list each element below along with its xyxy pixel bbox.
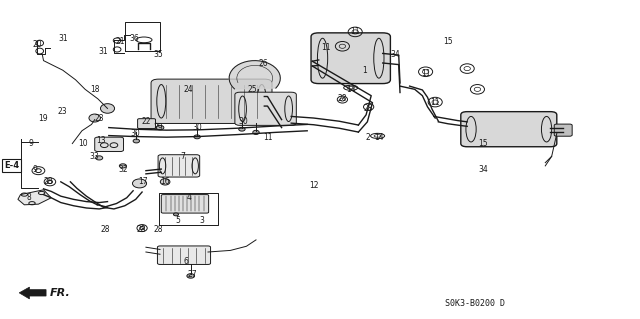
Text: 18: 18 xyxy=(90,85,99,94)
Text: 19: 19 xyxy=(38,114,48,122)
Ellipse shape xyxy=(160,179,170,185)
Text: 12: 12 xyxy=(309,181,318,189)
Text: 11: 11 xyxy=(263,133,272,142)
Text: 34: 34 xyxy=(478,165,488,174)
FancyBboxPatch shape xyxy=(157,246,211,264)
Text: 30: 30 xyxy=(192,123,202,132)
Text: 6: 6 xyxy=(183,257,188,266)
Text: 3: 3 xyxy=(199,216,204,225)
Text: E-4: E-4 xyxy=(4,161,19,170)
Text: 34: 34 xyxy=(390,50,400,59)
FancyBboxPatch shape xyxy=(158,155,200,177)
Text: 9: 9 xyxy=(33,165,38,174)
Text: 22: 22 xyxy=(141,117,150,126)
FancyBboxPatch shape xyxy=(95,137,124,152)
Text: 10: 10 xyxy=(78,139,88,148)
Text: FR.: FR. xyxy=(50,288,70,298)
Text: 24: 24 xyxy=(184,85,194,94)
Ellipse shape xyxy=(132,179,147,188)
FancyBboxPatch shape xyxy=(138,119,156,129)
FancyBboxPatch shape xyxy=(151,79,272,123)
Text: 30: 30 xyxy=(131,130,141,138)
Text: 23: 23 xyxy=(94,114,104,122)
Text: 28: 28 xyxy=(44,177,52,186)
Ellipse shape xyxy=(194,135,200,139)
Text: 15: 15 xyxy=(443,37,453,46)
Polygon shape xyxy=(19,287,46,299)
Text: 33: 33 xyxy=(90,152,100,161)
Ellipse shape xyxy=(253,130,259,135)
Ellipse shape xyxy=(100,104,115,113)
Ellipse shape xyxy=(133,139,140,143)
Text: 17: 17 xyxy=(138,177,148,186)
Text: 28: 28 xyxy=(338,94,347,103)
Text: 36: 36 xyxy=(129,34,140,43)
Text: S0K3-B0200 D: S0K3-B0200 D xyxy=(445,299,505,308)
Ellipse shape xyxy=(119,164,127,168)
FancyBboxPatch shape xyxy=(554,124,572,136)
Text: 25: 25 xyxy=(248,85,258,94)
Ellipse shape xyxy=(561,127,566,133)
Text: 28: 28 xyxy=(364,104,372,113)
Text: 16: 16 xyxy=(160,177,170,186)
Text: 29: 29 xyxy=(154,123,164,132)
Ellipse shape xyxy=(173,213,179,216)
FancyBboxPatch shape xyxy=(235,92,296,125)
Text: 7: 7 xyxy=(180,152,185,161)
Text: 35: 35 xyxy=(154,50,164,59)
FancyBboxPatch shape xyxy=(161,195,209,213)
Text: 14: 14 xyxy=(374,133,384,142)
Text: 11: 11 xyxy=(431,98,440,107)
Ellipse shape xyxy=(89,114,100,122)
Text: 2: 2 xyxy=(365,133,371,142)
Text: 4: 4 xyxy=(186,193,191,202)
Text: 32: 32 xyxy=(118,165,128,174)
Polygon shape xyxy=(229,61,280,89)
Text: 8: 8 xyxy=(26,193,31,202)
Text: 5: 5 xyxy=(175,216,180,225)
Text: 21: 21 xyxy=(116,37,125,46)
Text: 31: 31 xyxy=(99,47,109,56)
Text: 28: 28 xyxy=(101,225,110,234)
Polygon shape xyxy=(18,190,51,205)
Text: 11: 11 xyxy=(421,69,430,78)
Text: 23: 23 xyxy=(58,107,68,116)
Text: 27: 27 xyxy=(187,270,197,279)
Ellipse shape xyxy=(187,274,195,278)
FancyBboxPatch shape xyxy=(311,33,390,84)
Text: 26: 26 xyxy=(259,59,269,68)
Text: 30: 30 xyxy=(238,117,248,126)
Ellipse shape xyxy=(239,127,245,131)
Text: 14: 14 xyxy=(346,85,356,94)
Text: 1: 1 xyxy=(362,66,367,75)
Ellipse shape xyxy=(96,156,102,160)
Text: 11: 11 xyxy=(322,43,331,52)
Text: 31: 31 xyxy=(58,34,68,43)
Text: 13: 13 xyxy=(96,136,106,145)
Text: 9: 9 xyxy=(28,139,33,148)
Text: 28: 28 xyxy=(154,225,163,234)
Ellipse shape xyxy=(156,125,164,130)
Text: 15: 15 xyxy=(478,139,488,148)
Text: 28: 28 xyxy=(136,225,145,234)
Text: 20: 20 xyxy=(32,40,42,49)
Text: 11: 11 xyxy=(351,27,360,36)
FancyBboxPatch shape xyxy=(461,112,557,147)
